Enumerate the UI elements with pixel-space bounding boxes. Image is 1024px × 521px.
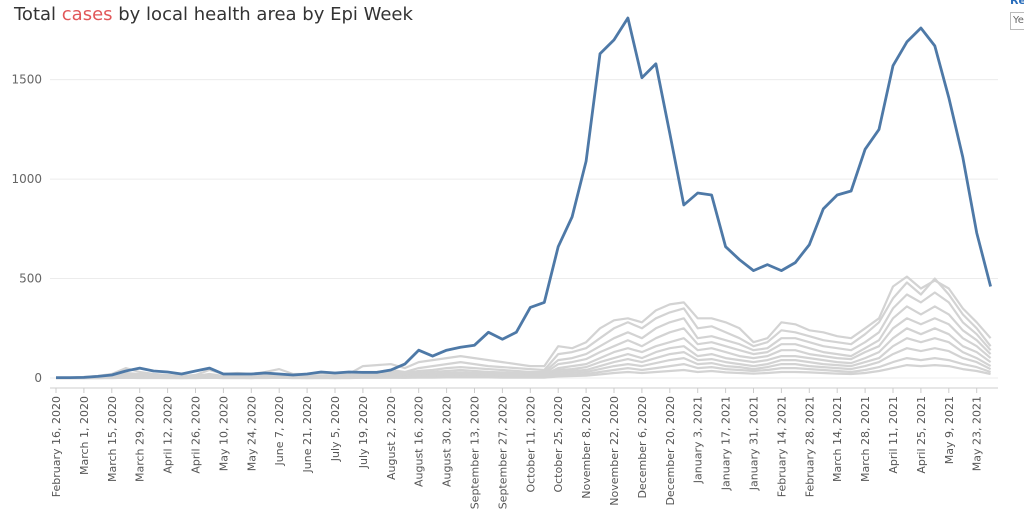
- x-tick-label: September 13, 2020: [469, 396, 482, 509]
- x-tick-label: October 25, 2020: [552, 396, 565, 493]
- x-tick-label: June 7, 2020: [273, 396, 286, 466]
- other-series-group: [56, 275, 992, 380]
- x-tick-label: December 6, 2020: [636, 396, 649, 499]
- x-tick-label: December 20, 2020: [664, 396, 677, 506]
- x-axis: February 16, 2020 March 1, 2020 March 15, …: [50, 387, 998, 509]
- chart-title: Total cases by local health area by Epi …: [14, 4, 413, 25]
- y-axis: 0 500 1000 1500: [11, 73, 42, 385]
- x-tick-label: March 14, 2021: [831, 396, 844, 482]
- x-tick-label: July 5, 2020: [329, 396, 342, 462]
- x-tick-label: May 9, 2021: [943, 396, 956, 464]
- x-tick-label: March 29, 2020: [134, 396, 147, 482]
- highlight-series-group: [56, 16, 992, 380]
- x-tick-label: March 28, 2021: [859, 396, 872, 482]
- x-tick-label: November 22, 2020: [608, 396, 621, 506]
- x-tick-label: November 8, 2020: [580, 396, 593, 499]
- series-line-other-0: [56, 275, 992, 380]
- x-tick-label: August 2, 2020: [385, 396, 398, 480]
- x-tick-label: August 30, 2020: [441, 396, 454, 487]
- x-tick-label: March 1, 2020: [78, 396, 91, 475]
- x-tick-label: January 31, 2021: [748, 396, 761, 491]
- side-control-label: Re: [1010, 0, 1024, 7]
- x-tick-label: February 16, 2020: [50, 396, 63, 497]
- x-tick-label: August 16, 2020: [413, 396, 426, 487]
- series-line-highlighted: [56, 16, 992, 380]
- y-tick-label: 1500: [11, 73, 42, 87]
- x-tick-label: April 11, 2021: [887, 396, 900, 474]
- x-tick-label: April 25, 2021: [915, 396, 928, 474]
- x-tick-label: May 24, 2020: [245, 396, 258, 471]
- chart-title-prefix: Total: [14, 4, 62, 25]
- x-tick-label: January 3, 2021: [692, 396, 705, 484]
- x-tick-label: October 11, 2020: [524, 396, 537, 493]
- x-tick-label: March 15, 2020: [106, 396, 119, 482]
- x-tick-label: May 10, 2020: [217, 396, 230, 471]
- y-tick-label: 500: [19, 272, 42, 286]
- x-tick-label: September 27, 2020: [496, 396, 509, 509]
- y-tick-label: 0: [34, 371, 42, 385]
- x-tick-label: February 14, 2021: [775, 396, 788, 497]
- y-tick-label: 1000: [11, 172, 42, 186]
- x-tick-label: June 21, 2020: [301, 396, 314, 473]
- x-tick-label: April 12, 2020: [162, 396, 175, 474]
- chart-title-suffix: by local health area by Epi Week: [112, 4, 413, 25]
- x-tick-label: January 17, 2021: [720, 396, 733, 491]
- x-tick-label: May 23, 2021: [971, 396, 984, 471]
- line-chart: 0 500 1000 1500 February 16, 2020 March 1, 2…: [11, 16, 998, 509]
- gridlines: [50, 79, 998, 379]
- x-tick-label: July 19, 2020: [357, 396, 370, 469]
- series-line-other-9: [56, 364, 991, 380]
- x-tick-label: February 28, 2021: [803, 396, 816, 497]
- side-control-dropdown[interactable]: Ye: [1010, 12, 1024, 30]
- chart-title-highlight: cases: [61, 4, 113, 25]
- x-tick-label: April 26, 2020: [190, 396, 203, 474]
